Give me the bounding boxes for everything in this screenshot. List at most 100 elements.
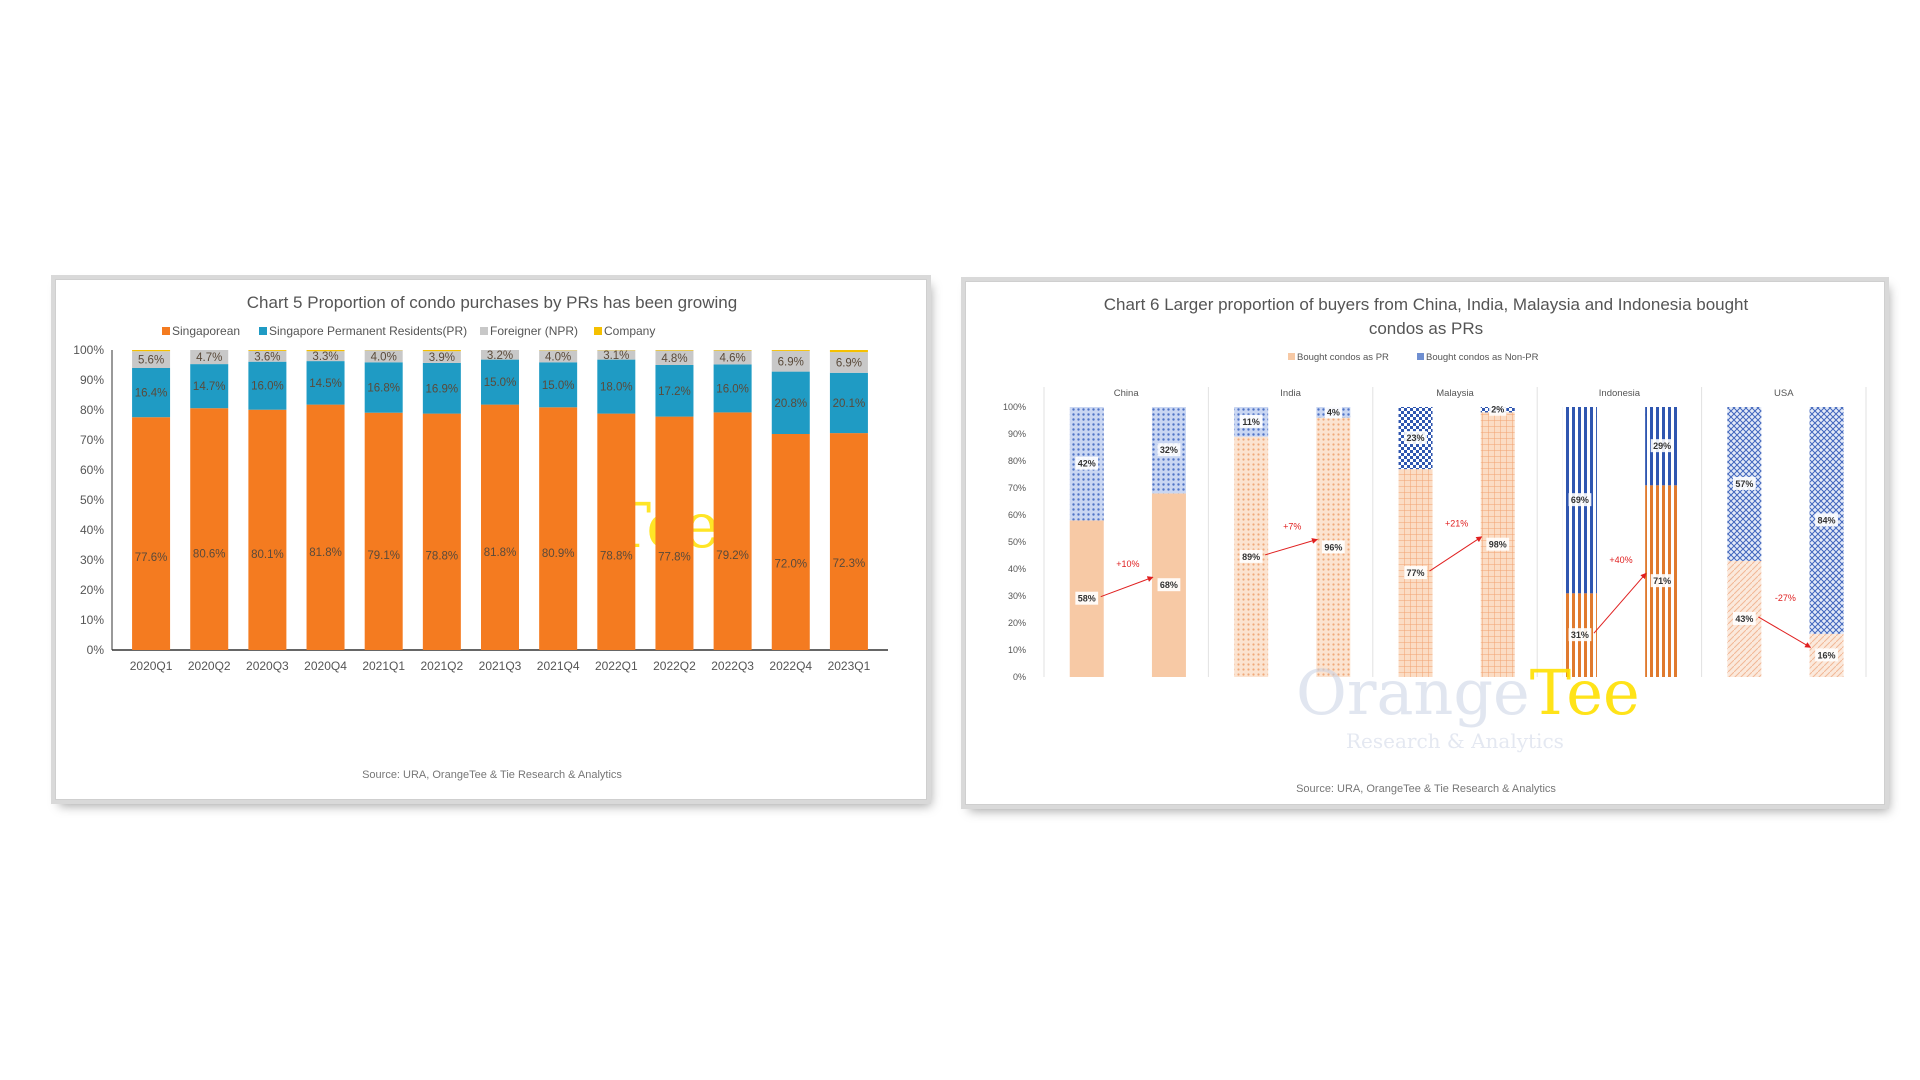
y-tick-label: 30% (1008, 591, 1026, 601)
y-tick-label: 90% (80, 373, 104, 387)
data-label-foreigner-npr: 4.8% (661, 353, 687, 365)
data-label-nonpr-bg (1489, 402, 1507, 416)
data-label-foreigner-npr: 6.9% (836, 357, 862, 369)
chart-5-legend: Singaporean Singapore Permanent Residents… (162, 324, 655, 338)
x-tick-label: 2020Q2 (188, 659, 231, 673)
data-label-pr: 58% (1078, 594, 1096, 604)
data-label-foreigner-npr: 4.0% (371, 351, 397, 363)
data-label-pr: 89% (1242, 552, 1260, 562)
group-usa: USAQ1 201343%57%Q1 202316%84%-27% (1727, 387, 1867, 677)
bar-company-2022q2 (655, 350, 694, 351)
data-label-singaporean: 80.9% (542, 548, 575, 560)
change-label: +40% (1609, 555, 1632, 565)
data-label-singapore-permanent-residents-pr: 20.8% (774, 398, 807, 410)
data-label-singaporean: 81.8% (484, 547, 517, 559)
legend-item-singaporean: Singaporean (162, 324, 240, 338)
y-tick-label: 40% (1008, 564, 1026, 574)
chart-5-source: Source: URA, OrangeTee & Tie Research & … (362, 769, 622, 781)
data-label-singaporean: 78.8% (600, 550, 633, 562)
y-tick-label: 10% (1008, 645, 1026, 655)
bar-singaporean-2021q2 (422, 413, 461, 650)
data-label-pr-bg (1239, 549, 1263, 563)
data-label-pr-bg (1732, 611, 1756, 625)
bar-singaporean-2022q1 (597, 413, 636, 650)
data-label-nonpr: 11% (1242, 417, 1260, 427)
y-tick-label: 100% (73, 343, 104, 357)
y-tick-label: 90% (1008, 429, 1026, 439)
legend-item-foreigner-npr: Foreigner (NPR) (480, 324, 578, 338)
data-label-nonpr-bg (1239, 414, 1263, 428)
data-label-singaporean: 79.1% (367, 550, 400, 562)
bar-singapore-permanent-residents-pr-2023q1 (829, 372, 868, 434)
data-label-singaporean: 78.8% (426, 550, 459, 562)
group-label: USA (1774, 388, 1794, 399)
chart-6-y-axis: 0% 10% 20% 30% 40% 50% 60% 70% 80% 90% 100% (1003, 402, 1026, 682)
chart-5-panel: Chart 5 Proportion of condo purchases by… (55, 279, 927, 800)
bar-singaporean-2023q1 (829, 433, 868, 650)
bar-singaporean-2022q3 (713, 412, 752, 650)
data-label-singapore-permanent-residents-pr: 16.0% (716, 383, 749, 395)
x-tick-label: 2020Q3 (246, 659, 289, 673)
data-label-singapore-permanent-residents-pr: 14.7% (193, 381, 226, 393)
x-tick-label: 2022Q4 (769, 659, 812, 673)
bar-singapore-permanent-residents-pr-2021q3 (481, 359, 519, 405)
data-label-foreigner-npr: 4.7% (196, 352, 222, 364)
legend-swatch (1288, 353, 1295, 360)
legend-item-bought-condos-as-non-pr: Bought condos as Non-PR (1417, 352, 1539, 363)
bar-singapore-permanent-residents-pr-2022q1 (597, 359, 636, 414)
data-label-singapore-permanent-residents-pr: 16.4% (135, 388, 168, 400)
data-label-nonpr-bg (1568, 493, 1592, 507)
change-label: +7% (1283, 521, 1301, 531)
y-tick-label: 80% (1008, 456, 1026, 466)
data-label-singaporean: 80.6% (193, 548, 226, 560)
data-label-nonpr: 69% (1571, 495, 1589, 505)
legend-label: Bought condos as Non-PR (1426, 352, 1539, 363)
bar-company-2020q3 (248, 350, 287, 351)
data-label-pr-bg (1650, 574, 1674, 588)
data-label-nonpr: 29% (1653, 441, 1671, 451)
bar-singapore-permanent-residents-pr-2021q4 (539, 362, 578, 408)
bar-company-2020q4 (306, 350, 345, 352)
legend-item-bought-condos-as-pr: Bought condos as PR (1288, 352, 1389, 363)
bar-foreigner-npr-2020q4 (306, 351, 345, 362)
legend-label: Singapore Permanent Residents(PR) (269, 324, 467, 338)
data-label-pr: 98% (1489, 540, 1507, 550)
y-tick-label: 10% (80, 613, 104, 627)
chart-5-x-axis: 2020Q1 2020Q2 2020Q3 2020Q4 2021Q1 2021Q2 2021… (130, 659, 871, 673)
data-label-foreigner-npr: 6.9% (778, 356, 804, 368)
data-label-pr: 43% (1735, 614, 1753, 624)
data-label-foreigner-npr: 5.6% (138, 355, 164, 367)
data-label-foreigner-npr: 4.6% (720, 353, 746, 365)
chart-6-title-line-2: condos as PRs (1369, 319, 1483, 338)
data-label-pr: 71% (1653, 576, 1671, 586)
watermark-orange: Orange (1296, 656, 1530, 729)
legend-item-company: Company (594, 324, 655, 338)
x-tick-label: 2021Q3 (479, 659, 522, 673)
y-tick-label: 60% (80, 463, 104, 477)
y-tick-label: 20% (1008, 618, 1026, 628)
watermark-tee: Tee (1530, 656, 1640, 729)
bar-company-2023q1 (829, 350, 868, 353)
bar-singaporean-2021q1 (364, 412, 403, 650)
data-label-pr: 96% (1324, 542, 1342, 552)
bar-company-2020q1 (132, 350, 171, 352)
bar-singaporean-2020q2 (190, 408, 229, 650)
y-tick-label: 60% (1008, 510, 1026, 520)
y-tick-label: 100% (1003, 402, 1026, 412)
data-label-singapore-permanent-residents-pr: 15.0% (542, 380, 575, 392)
chart-6-source: Source: URA, OrangeTee & Tie Research & … (1296, 783, 1556, 795)
group-malaysia: MalaysiaQ1 201377%23%Q1 202398%2%+21% (1398, 387, 1538, 677)
data-label-pr: 77% (1407, 568, 1425, 578)
data-label-singaporean: 80.1% (251, 549, 284, 561)
data-label-singaporean: 72.3% (833, 558, 866, 570)
data-label-nonpr: 84% (1818, 515, 1836, 525)
data-label-singaporean: 81.8% (309, 547, 342, 559)
legend-label: Singaporean (172, 324, 240, 338)
group-china: ChinaQ1 201358%42%Q1 202368%32%+10% (1043, 387, 1209, 677)
legend-label: Company (604, 324, 655, 338)
y-tick-label: 70% (80, 433, 104, 447)
bar-singapore-permanent-residents-pr-2020q1 (132, 368, 171, 418)
watermark-tagline: Research & Analytics (1346, 729, 1564, 753)
x-tick-label: 2022Q2 (653, 659, 696, 673)
change-arrow (1265, 538, 1318, 556)
